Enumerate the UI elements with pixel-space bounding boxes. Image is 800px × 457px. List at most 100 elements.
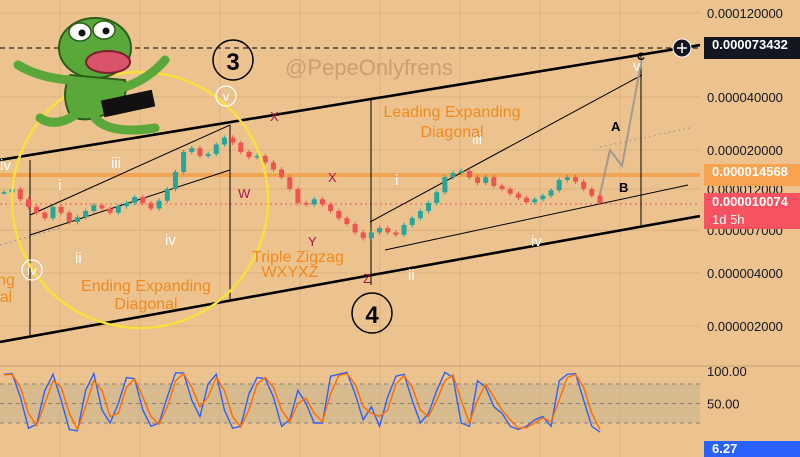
candle bbox=[221, 135, 227, 147]
candlestick-series bbox=[1, 135, 603, 241]
candle bbox=[524, 195, 530, 205]
highlight-price-tag: 0.000014568 bbox=[704, 164, 800, 186]
candle-body bbox=[91, 205, 97, 212]
candle bbox=[25, 196, 31, 210]
candle-body bbox=[483, 177, 489, 183]
wave-label-i-right: i bbox=[395, 172, 398, 189]
wave-label-i-left: i bbox=[58, 177, 61, 194]
candle-body bbox=[189, 148, 195, 152]
candle-body bbox=[475, 177, 481, 183]
candle-body bbox=[279, 169, 285, 178]
candle-body bbox=[377, 228, 383, 233]
price-tick-label: 0.000020000 bbox=[707, 143, 783, 158]
candle bbox=[107, 206, 113, 216]
candle bbox=[66, 210, 72, 225]
candle-body bbox=[458, 170, 464, 173]
candle-body bbox=[401, 224, 407, 235]
last-price-tag: 0.000010074 bbox=[704, 193, 800, 211]
edge-annotation-1: ng bbox=[0, 272, 15, 289]
circled-iv-label: iv bbox=[27, 263, 37, 278]
candle bbox=[581, 179, 587, 192]
candle-body bbox=[336, 211, 342, 219]
crosshair-price-tag: 0.000073432 bbox=[704, 37, 800, 59]
candle-body bbox=[17, 189, 23, 200]
candle bbox=[507, 186, 513, 196]
wave-label-y: Y bbox=[308, 234, 317, 249]
candle bbox=[450, 170, 456, 180]
candle-body bbox=[417, 211, 423, 219]
candle-body bbox=[25, 199, 31, 207]
candle bbox=[230, 135, 236, 146]
candle bbox=[515, 191, 521, 201]
candle bbox=[532, 196, 538, 205]
candle-body bbox=[58, 206, 64, 213]
candle bbox=[91, 203, 97, 214]
candle bbox=[213, 142, 219, 157]
candle-body bbox=[74, 217, 80, 222]
candle-body bbox=[556, 180, 562, 191]
oscillator-tick-label: 50.00 bbox=[707, 397, 740, 412]
candle bbox=[344, 215, 350, 227]
candle bbox=[50, 204, 56, 221]
candle bbox=[573, 174, 579, 185]
candle bbox=[238, 140, 244, 155]
candle bbox=[597, 193, 603, 206]
candle-body bbox=[270, 162, 276, 170]
wave-label-iv-mid: iv bbox=[165, 232, 176, 249]
candle bbox=[556, 177, 562, 193]
oscillator-axis: 100.00 50.00 bbox=[707, 364, 747, 412]
candle-body bbox=[230, 137, 236, 143]
candle-body bbox=[548, 190, 554, 196]
candle bbox=[360, 230, 366, 241]
candle-body bbox=[409, 218, 415, 225]
candle bbox=[148, 200, 154, 211]
candle bbox=[328, 202, 334, 214]
candle bbox=[99, 203, 105, 211]
candle-body bbox=[466, 170, 472, 178]
oscillator-band bbox=[0, 384, 700, 423]
ending-diagonal-title-1: Ending Expanding bbox=[81, 278, 211, 295]
wave-label-iv-left: iv bbox=[0, 157, 11, 174]
pepe-sticker-image bbox=[13, 17, 170, 135]
channel-upper-line bbox=[0, 43, 700, 162]
candle bbox=[254, 153, 260, 160]
candle-body bbox=[581, 181, 587, 190]
projection-dotted-right bbox=[599, 127, 691, 148]
candle-body bbox=[573, 177, 579, 182]
candle bbox=[385, 225, 391, 235]
candle bbox=[303, 200, 309, 207]
candle-body bbox=[442, 177, 448, 193]
price-tick-label: 0.000040000 bbox=[707, 90, 783, 105]
wave-label-b: B bbox=[619, 180, 628, 195]
crosshair-plus-icon[interactable] bbox=[672, 38, 692, 58]
candle bbox=[319, 196, 325, 207]
candle bbox=[181, 149, 187, 175]
candle bbox=[246, 149, 252, 160]
triple-zigzag-title-1: Triple Zigzag bbox=[252, 249, 344, 266]
candle bbox=[564, 174, 570, 183]
candle-body bbox=[352, 223, 358, 233]
wave-4-label: 4 bbox=[365, 302, 379, 329]
wave-label-w: W bbox=[238, 186, 251, 201]
candle bbox=[140, 194, 146, 206]
candle bbox=[352, 221, 358, 235]
candle-body bbox=[589, 189, 595, 196]
candle-body bbox=[319, 199, 325, 205]
candle-body bbox=[238, 142, 244, 152]
candle-body bbox=[1, 192, 7, 194]
price-grid bbox=[0, 0, 700, 457]
candle-body bbox=[83, 211, 89, 218]
candle-body bbox=[205, 153, 211, 156]
candle bbox=[466, 168, 472, 180]
candle-body bbox=[164, 189, 170, 201]
ending-diagonal-title-2: Diagonal bbox=[114, 296, 177, 313]
candle-body bbox=[221, 137, 227, 145]
oscillator-line-K bbox=[3, 371, 601, 433]
triple-zigzag-title-2: WXYXZ bbox=[262, 264, 319, 281]
candle bbox=[458, 168, 464, 176]
ending-diagonal-upper bbox=[29, 124, 231, 216]
candle bbox=[156, 198, 162, 211]
candle bbox=[1, 190, 7, 195]
